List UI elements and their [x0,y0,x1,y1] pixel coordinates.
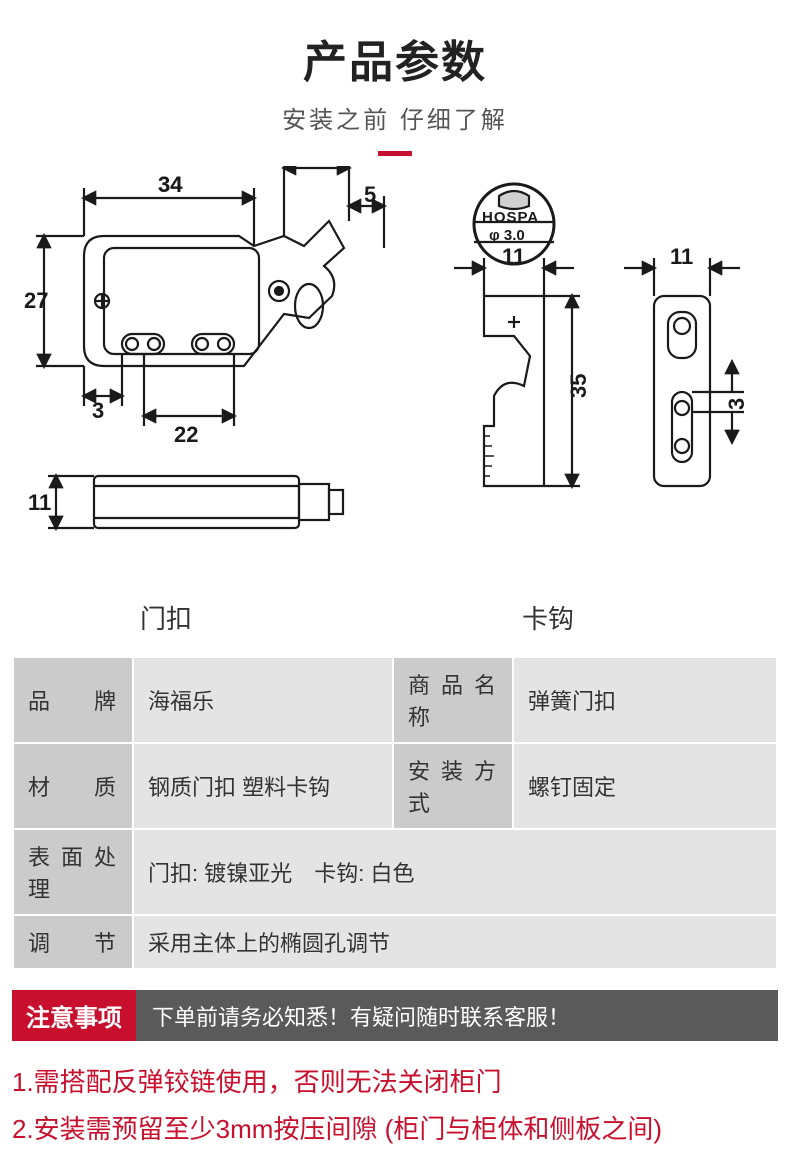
page-title: 产品参数 [0,26,790,90]
brand-bottom: φ 3.0 [489,227,525,244]
notice-row: 注意事项 下单前请务必知悉！有疑问随时联系客服！ [12,990,778,1041]
notice-item: 1.需搭配反弹铰链使用，否则无法关闭柜门 [12,1059,778,1106]
spec-val: 螺钉固定 [513,743,777,829]
technical-diagram: 34 13 13 13 13 13 13 13 13 13 13 13 13 3… [0,166,790,636]
dim-width-34: 34 [158,172,183,197]
spec-key: 品牌 [13,657,133,743]
diagram-svg: 34 13 13 13 13 13 13 13 13 13 13 13 13 3… [24,166,766,596]
spec-val: 弹簧门扣 [513,657,777,743]
spec-row: 调节 采用主体上的椭圆孔调节 [13,915,777,969]
dim-catch-11a: 11 [502,244,525,269]
notice-text: 下单前请务必知悉！有疑问随时联系客服！ [136,990,778,1041]
spec-val: 海福乐 [133,657,393,743]
spec-row: 品牌 海福乐 商品名称 弹簧门扣 [13,657,777,743]
brand-top: HOSPA [482,209,539,226]
notice-tag: 注意事项 [12,990,136,1041]
spec-row: 表面处理 门扣: 镀镍亚光 卡钩: 白色 [13,829,777,915]
dim-13: 13 [308,166,332,169]
spec-table: 品牌 海福乐 商品名称 弹簧门扣 材质 钢质门扣 塑料卡钩 安装方式 螺钉固定 … [12,656,778,970]
label-catch: 卡钩 [522,599,574,636]
dim-27: 27 [24,288,48,313]
dim-catch-11b: 11 [670,244,693,269]
dim-5: 5 [364,182,376,207]
spec-row: 材质 钢质门扣 塑料卡钩 安装方式 螺钉固定 [13,743,777,829]
spec-key: 调节 [13,915,133,969]
dim-catch-3: 3 [724,398,749,410]
dim-3: 3 [92,398,104,423]
label-latch: 门扣 [140,599,192,636]
spec-key: 商品名称 [393,657,513,743]
page-header: 产品参数 安装之前 仔细了解 [0,0,790,156]
dim-side-11: 11 [28,490,51,515]
spec-key: 安装方式 [393,743,513,829]
spec-val: 门扣: 镀镍亚光 卡钩: 白色 [133,829,777,915]
spec-key: 表面处理 [13,829,133,915]
dim-catch-35: 35 [566,374,591,398]
page-subtitle: 安装之前 仔细了解 [0,100,790,135]
notice-item: 2.安装需预留至少3mm按压间隙 (柜门与柜体和侧板之间) [12,1106,778,1153]
part-labels: 门扣 卡钩 [0,599,790,636]
spec-val: 采用主体上的椭圆孔调节 [133,915,777,969]
dim-22: 22 [174,422,198,447]
accent-bar [378,151,412,156]
spec-val: 钢质门扣 塑料卡钩 [133,743,393,829]
spec-key: 材质 [13,743,133,829]
notice-list: 1.需搭配反弹铰链使用，否则无法关闭柜门 2.安装需预留至少3mm按压间隙 (柜… [12,1059,778,1153]
